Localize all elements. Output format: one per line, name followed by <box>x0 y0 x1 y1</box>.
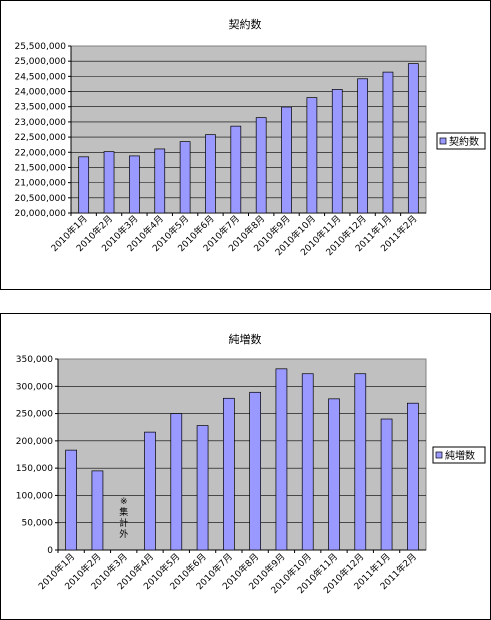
bar <box>407 63 419 214</box>
bar <box>357 78 368 214</box>
bar <box>154 148 166 214</box>
bar <box>407 402 419 551</box>
chart-net-increase: 純増数 0 50,000 100,000 150,000 200,000 250,000 30… <box>16 333 486 596</box>
y-tick-label: 24,500,000 <box>14 72 66 82</box>
bar <box>129 155 140 214</box>
legend-label: 純増数 <box>445 449 475 462</box>
y-tick-label: 25,000,000 <box>14 57 66 67</box>
bar <box>103 151 115 214</box>
y-tick-label: 22,000,000 <box>14 148 66 158</box>
y-tick-label: 350,000 <box>16 355 53 365</box>
bar <box>328 398 340 551</box>
bar <box>301 373 314 551</box>
legend-label: 契約数 <box>449 135 479 148</box>
bar <box>78 156 90 214</box>
chart-panel-net-increase: 純増数 0 50,000 100,000 150,000 200,000 250,000 30… <box>0 313 491 620</box>
bar <box>249 391 261 551</box>
bar <box>275 368 288 551</box>
y-tick-label: 200,000 <box>16 437 53 447</box>
bar <box>144 431 156 551</box>
chart-panel-contracts: 契約数 20,000,000 20,500,000 21,000,000 21,500,… <box>0 0 491 290</box>
bar <box>382 71 394 214</box>
y-tick-label: 23,500,000 <box>14 103 66 113</box>
chart-title: 契約数 <box>229 17 262 31</box>
annotation-not-counted: ※集計外 <box>119 497 128 540</box>
bar <box>205 134 216 214</box>
plot-area <box>70 45 427 214</box>
bar <box>196 425 209 551</box>
chart-contracts: 契約数 20,000,000 20,500,000 21,000,000 21,500,… <box>14 17 486 258</box>
legend-swatch <box>435 451 443 459</box>
y-tick-label: 300,000 <box>16 382 53 392</box>
y-tick-label: 21,500,000 <box>14 163 66 173</box>
y-tick-label: 21,000,000 <box>14 179 66 189</box>
bar <box>380 418 393 551</box>
y-tick-label: 100,000 <box>16 491 53 501</box>
legend <box>436 132 486 150</box>
plot-area <box>57 358 427 551</box>
bar <box>65 449 77 551</box>
y-tick-label: 22,500,000 <box>14 133 66 143</box>
legend-swatch <box>439 137 447 145</box>
y-tick-label: 23,000,000 <box>14 118 66 128</box>
y-tick-label: 50,000 <box>22 519 54 529</box>
bar <box>170 413 183 551</box>
bar <box>331 89 343 214</box>
bar <box>91 470 104 551</box>
y-tick-label: 25,500,000 <box>14 42 66 52</box>
chart-title: 純増数 <box>229 333 262 346</box>
bar <box>223 397 235 551</box>
bar <box>179 141 191 214</box>
bar <box>306 97 318 214</box>
bar <box>230 125 242 214</box>
y-tick-label: 250,000 <box>16 410 53 420</box>
bar <box>281 106 292 214</box>
bar <box>354 373 367 551</box>
legend <box>432 446 486 464</box>
y-tick-label: 20,000,000 <box>14 209 66 219</box>
y-tick-label: 150,000 <box>16 464 53 474</box>
bar <box>255 117 267 214</box>
y-tick-label: 20,500,000 <box>14 194 66 204</box>
y-tick-label: 0 <box>47 546 53 556</box>
y-tick-label: 24,000,000 <box>14 88 66 98</box>
